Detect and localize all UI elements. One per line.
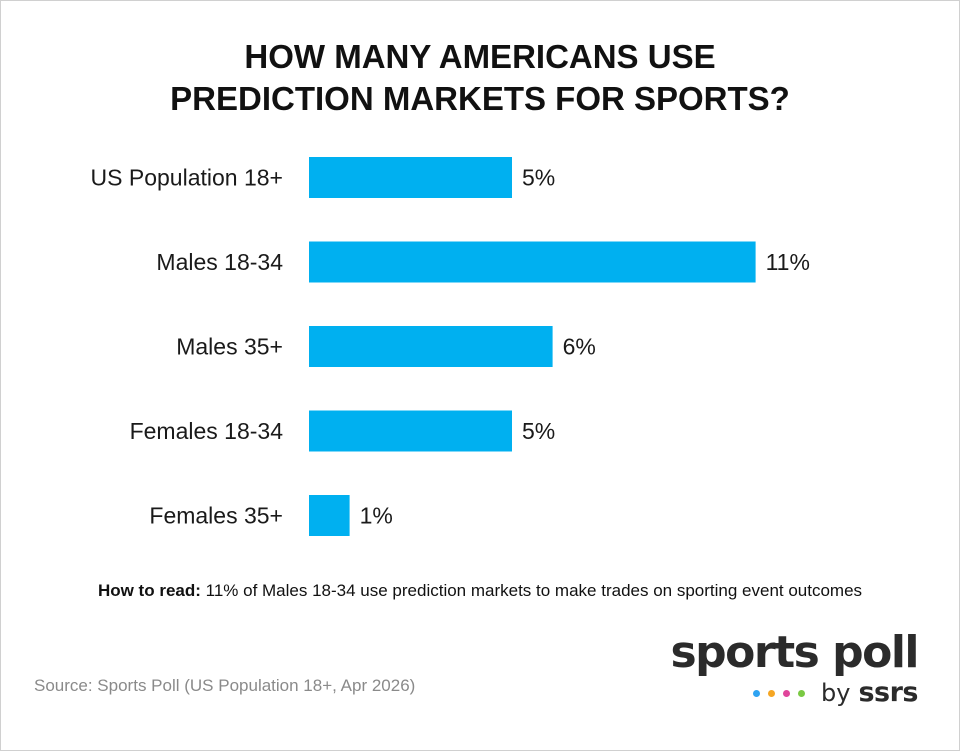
logo-dots xyxy=(753,689,806,697)
category-label: Females 18-34 xyxy=(130,418,284,444)
bar-value-label: 11% xyxy=(766,249,810,275)
chart-title-line-2: PREDICTION MARKETS FOR SPORTS? xyxy=(170,80,790,117)
logo-by: by xyxy=(821,679,851,707)
logo-dot xyxy=(753,689,761,697)
logo-wordmark: sports poll xyxy=(670,627,919,678)
category-label: Males 35+ xyxy=(176,334,283,360)
category-label: Females 35+ xyxy=(149,503,283,529)
bar-value-label: 1% xyxy=(360,503,393,529)
how-to-read-note: How to read: 11% of Males 18-34 use pred… xyxy=(0,581,960,601)
bar xyxy=(309,410,512,452)
logo-dot xyxy=(783,689,791,697)
category-label: Males 18-34 xyxy=(156,249,283,275)
bar xyxy=(309,495,350,536)
chart-title: HOW MANY AMERICANS USE PREDICTION MARKET… xyxy=(0,36,960,120)
logo-ssrs: ssrs xyxy=(858,677,918,708)
bar xyxy=(309,241,756,283)
how-to-read-label: How to read: xyxy=(97,581,201,600)
logo-byline: by ssrs xyxy=(753,678,918,708)
logo-dot xyxy=(768,689,776,697)
chart-title-line-1: HOW MANY AMERICANS USE xyxy=(244,38,716,75)
logo-dot xyxy=(798,689,806,697)
bar-value-label: 6% xyxy=(563,334,596,360)
bar-value-label: 5% xyxy=(522,165,555,191)
source-note: Source: Sports Poll (US Population 18+, … xyxy=(34,676,416,695)
category-label: US Population 18+ xyxy=(91,165,283,191)
bar-value-label: 5% xyxy=(522,418,555,444)
sports-poll-logo: sports poll by ssrs xyxy=(618,627,919,718)
how-to-read-text: 11% of Males 18-34 use prediction market… xyxy=(200,581,863,600)
bar xyxy=(309,326,553,367)
bar xyxy=(309,157,512,198)
